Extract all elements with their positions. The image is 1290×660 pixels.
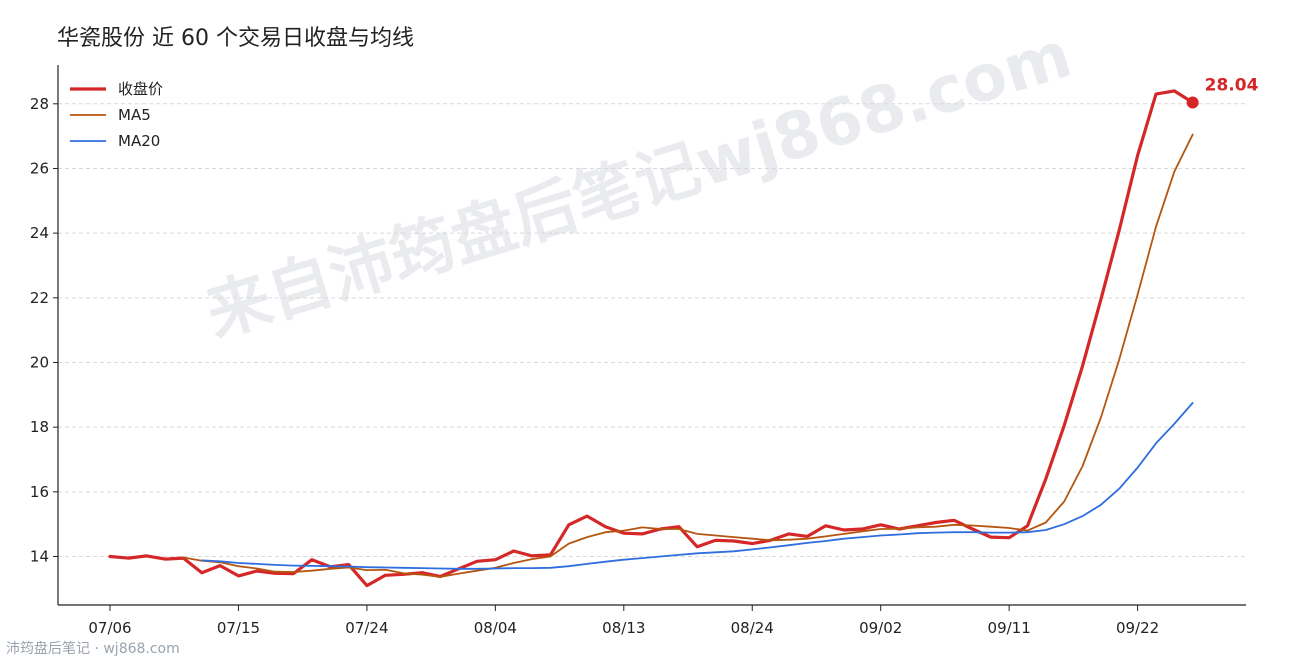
watermark-text: 来自沛筠盘后笔记wj868.com	[198, 18, 1080, 352]
series-line-2	[200, 402, 1194, 570]
x-tick-label: 08/04	[474, 619, 517, 637]
series-lines	[108, 89, 1195, 588]
x-tick-label: 08/24	[731, 619, 774, 637]
last-value-marker: 28.04	[1186, 76, 1259, 109]
series-line-1	[182, 133, 1194, 578]
y-tick-label: 28	[30, 95, 49, 113]
legend-label: MA5	[118, 106, 151, 124]
y-tick-label: 18	[30, 418, 49, 436]
y-tick-label: 20	[30, 353, 49, 371]
x-tick-label: 09/02	[859, 619, 902, 637]
grid-lines	[58, 103, 1246, 557]
x-tick-label: 07/06	[88, 619, 131, 637]
chart-title: 华瓷股份 近 60 个交易日收盘与均线	[57, 26, 414, 51]
x-tick-label: 08/13	[602, 619, 645, 637]
x-tick-label: 07/24	[345, 619, 388, 637]
legend-label: MA20	[118, 132, 160, 150]
y-tick-label: 26	[30, 159, 49, 177]
legend-label: 收盘价	[118, 80, 163, 98]
x-tick-label: 09/11	[988, 619, 1031, 637]
legend: 收盘价 MA5 MA20	[70, 80, 163, 150]
y-tick-label: 16	[30, 483, 49, 501]
x-tick-label: 09/22	[1116, 619, 1159, 637]
footer-credit: 沛筠盘后笔记 · wj868.com	[6, 641, 180, 657]
axes: 14 16 18 20 22 24 26 28 07/06 07/15 07/24 08/04 08/1…	[30, 65, 1246, 637]
y-tick-label: 14	[30, 547, 49, 565]
x-tick-label: 07/15	[217, 619, 260, 637]
last-value-label: 28.04	[1205, 76, 1259, 96]
y-tick-label: 24	[30, 224, 49, 242]
last-point-dot	[1186, 96, 1199, 109]
series-line-0	[108, 89, 1195, 588]
y-tick-label: 22	[30, 289, 49, 307]
